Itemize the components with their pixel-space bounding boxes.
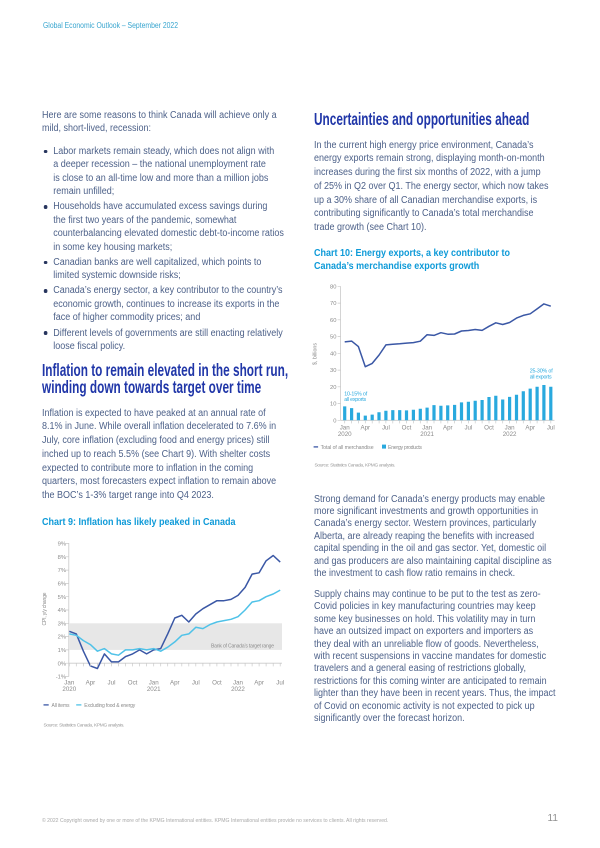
svg-text:2%: 2%: [58, 635, 66, 641]
svg-text:80: 80: [330, 284, 336, 290]
svg-text:0: 0: [333, 418, 336, 424]
svg-text:50: 50: [330, 335, 336, 341]
svg-text:5%: 5%: [58, 595, 66, 601]
svg-text:CPI, y/y change: CPI, y/y change: [42, 592, 48, 625]
svg-text:Apr: Apr: [443, 425, 453, 432]
svg-text:Apr: Apr: [360, 425, 370, 432]
svg-text:Oct: Oct: [484, 425, 494, 432]
svg-text:-1%: -1%: [56, 675, 66, 681]
svg-text:6%: 6%: [58, 582, 66, 588]
svg-text:Apr: Apr: [525, 425, 535, 432]
svg-text:Energy products: Energy products: [388, 445, 422, 451]
svg-text:20: 20: [330, 385, 336, 391]
svg-text:Bank of Canada’s target range: Bank of Canada’s target range: [211, 644, 274, 650]
svg-text:2022: 2022: [231, 686, 245, 693]
svg-text:$, billions: $, billions: [313, 343, 319, 365]
svg-text:30: 30: [330, 368, 336, 374]
svg-text:2022: 2022: [503, 431, 517, 438]
svg-text:Jul: Jul: [547, 425, 555, 432]
svg-text:2021: 2021: [420, 431, 434, 438]
svg-text:40: 40: [330, 351, 336, 357]
svg-text:Jan: Jan: [64, 679, 75, 686]
svg-text:Oct: Oct: [128, 679, 138, 686]
svg-text:Apr: Apr: [86, 679, 96, 686]
svg-text:Source: Statistics Canada, KPM: Source: Statistics Canada, KPMG analysis…: [44, 722, 125, 728]
svg-text:2020: 2020: [62, 686, 76, 693]
svg-text:all exports: all exports: [530, 374, 552, 380]
svg-text:60: 60: [330, 318, 336, 324]
svg-text:0%: 0%: [58, 661, 66, 667]
svg-text:Jan: Jan: [233, 679, 244, 686]
svg-text:10: 10: [330, 402, 336, 408]
svg-text:7%: 7%: [58, 568, 66, 574]
svg-text:Jan: Jan: [505, 425, 516, 432]
svg-text:Source: Statistics Canada, KPM: Source: Statistics Canada, KPMG analysis…: [315, 462, 396, 468]
svg-text:1%: 1%: [58, 648, 66, 654]
svg-text:all exports: all exports: [344, 397, 366, 403]
svg-text:Excluding food & energy: Excluding food & energy: [84, 703, 136, 709]
svg-text:3%: 3%: [58, 621, 66, 627]
svg-text:2021: 2021: [147, 686, 161, 693]
svg-text:Jul: Jul: [108, 679, 116, 686]
svg-text:Apr: Apr: [170, 679, 180, 686]
svg-text:Jul: Jul: [192, 679, 200, 686]
svg-text:4%: 4%: [58, 608, 66, 614]
svg-text:2020: 2020: [338, 431, 352, 438]
svg-text:Jul: Jul: [276, 679, 284, 686]
svg-text:10-15% of: 10-15% of: [344, 391, 368, 397]
svg-text:70: 70: [330, 301, 336, 307]
svg-text:Jan: Jan: [340, 425, 351, 432]
svg-text:Apr: Apr: [254, 679, 264, 686]
svg-text:Jan: Jan: [149, 679, 160, 686]
svg-text:Jan: Jan: [422, 425, 433, 432]
svg-text:Oct: Oct: [402, 425, 412, 432]
svg-text:All items: All items: [52, 703, 71, 709]
svg-text:Jul: Jul: [382, 425, 390, 432]
svg-text:Total of all merchandise: Total of all merchandise: [321, 445, 374, 451]
svg-text:9%: 9%: [58, 542, 66, 548]
svg-text:8%: 8%: [58, 555, 66, 561]
svg-text:25-30% of: 25-30% of: [530, 369, 554, 375]
svg-text:Jul: Jul: [464, 425, 472, 432]
svg-text:Oct: Oct: [212, 679, 222, 686]
